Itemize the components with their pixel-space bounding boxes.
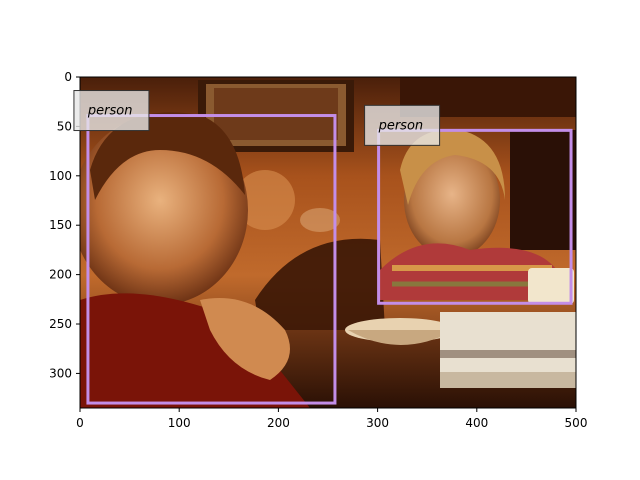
x-tick-label: 200 xyxy=(267,416,290,430)
y-axis: 0 50 100 150 200 250 300 xyxy=(49,70,80,380)
detection-label: person xyxy=(87,104,133,119)
detection-label: person xyxy=(378,118,424,133)
x-tick-label: 400 xyxy=(465,416,488,430)
y-tick-label: 250 xyxy=(49,317,72,331)
x-tick-label: 100 xyxy=(168,416,191,430)
detection-label-background xyxy=(364,104,441,146)
y-tick-label: 100 xyxy=(49,169,72,183)
detection-label-background xyxy=(73,90,150,132)
y-tick-label: 50 xyxy=(57,119,72,133)
detections: person person xyxy=(73,90,573,405)
x-axis: 0 100 200 300 400 500 xyxy=(76,408,587,430)
y-tick-label: 0 xyxy=(64,70,72,84)
y-tick-label: 150 xyxy=(49,218,72,232)
x-tick-label: 500 xyxy=(565,416,588,430)
photo xyxy=(80,77,576,408)
detection-box xyxy=(377,128,573,305)
y-tick-label: 200 xyxy=(49,268,72,282)
x-tick-label: 300 xyxy=(366,416,389,430)
y-tick-label: 300 xyxy=(49,366,72,380)
detection-box xyxy=(86,114,337,405)
axes-frame xyxy=(79,76,577,409)
x-tick-label: 0 xyxy=(76,416,84,430)
